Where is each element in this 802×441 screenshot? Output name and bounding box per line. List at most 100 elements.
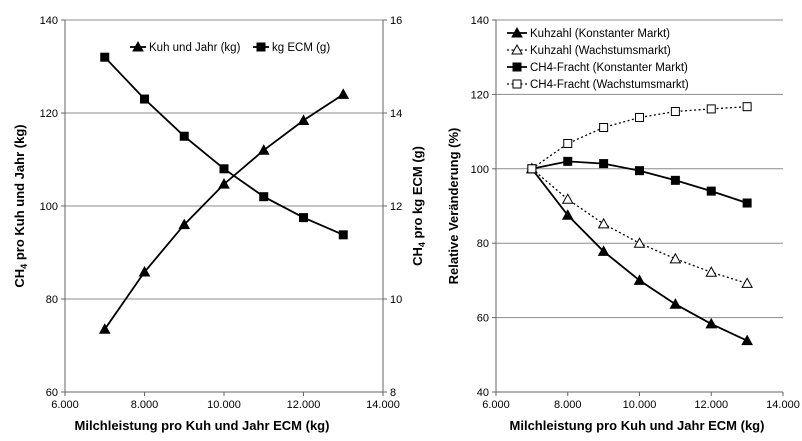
data-point — [741, 334, 753, 346]
left-y-axis-label: CH4 pro Kuh und Jahr (kg) — [12, 124, 29, 287]
legend-label: Kuh und Jahr (kg) — [149, 42, 241, 54]
data-point — [100, 52, 110, 62]
chart-right: 40 60 80 100 120 140 6.000 8.000 10.000 12.000 14… — [446, 15, 800, 433]
data-point — [705, 317, 718, 329]
y-tick-label: 120 — [471, 89, 489, 101]
y-tick-label: 60 — [477, 313, 489, 325]
data-point — [597, 217, 610, 229]
left-y-ticks: 60 80 100 120 140 — [40, 15, 65, 399]
legend-marker — [132, 40, 144, 52]
x-tick-label: 12.000 — [694, 399, 728, 411]
data-point — [219, 164, 229, 174]
left-series — [98, 52, 350, 334]
data-point — [597, 245, 610, 256]
legend-label: Kuhzahl (Wachstumsmarkt) — [530, 45, 671, 57]
data-point — [669, 252, 682, 264]
data-point — [179, 131, 189, 141]
legend-marker — [512, 62, 522, 72]
data-point — [178, 218, 191, 230]
data-point — [257, 144, 270, 155]
right-axes — [495, 20, 783, 393]
left-y2-ticks: 8 10 12 14 16 — [383, 15, 402, 399]
data-point — [741, 277, 753, 288]
x-tick-label: 6.000 — [51, 399, 79, 411]
data-point — [705, 266, 718, 277]
y2-tick-label: 14 — [390, 108, 402, 120]
left-x-ticks: 6.000 8.000 10.000 12.000 14.000 — [51, 392, 400, 411]
left-x-axis-label: Milchleistung pro Kuh und Jahr ECM (kg) — [75, 418, 330, 433]
right-series — [526, 102, 753, 346]
y2-tick-label: 16 — [390, 15, 402, 27]
y-tick-label: 140 — [471, 15, 489, 27]
x-tick-label: 12.000 — [287, 399, 321, 411]
data-point — [140, 94, 149, 104]
legend-label: kg ECM (g) — [272, 42, 330, 54]
data-point — [299, 213, 308, 223]
series-line — [104, 93, 344, 330]
data-point — [706, 104, 716, 114]
legend-marker — [511, 43, 523, 55]
x-tick-label: 8.000 — [131, 399, 159, 411]
y2-tick-label: 12 — [390, 201, 402, 213]
y-tick-label: 120 — [40, 108, 58, 120]
legend-marker — [512, 79, 522, 89]
data-point — [561, 209, 574, 220]
y-tick-label: 100 — [471, 164, 489, 176]
right-x-ticks: 6.000 8.000 10.000 12.000 14.000 — [482, 392, 800, 411]
data-point — [259, 192, 269, 202]
data-point — [635, 166, 644, 176]
data-point — [742, 198, 752, 208]
legend-label: CH4-Fracht (Wachstumsmarkt) — [530, 79, 689, 91]
data-point — [138, 266, 151, 277]
right-x-axis-label: Milchleistung pro Kuh und Jahr ECM (kg) — [510, 418, 765, 433]
data-point — [670, 175, 680, 185]
left-gridlines — [65, 19, 383, 300]
left-y2-axis-label: CH4 pro kg ECM (g) — [410, 146, 427, 266]
data-point — [337, 88, 350, 99]
series-line — [104, 56, 344, 236]
data-point — [635, 112, 644, 122]
legend-marker — [256, 42, 266, 52]
data-point — [742, 102, 752, 112]
data-point — [669, 298, 682, 309]
y-tick-label: 80 — [477, 238, 489, 250]
chart-left: 60 80 100 120 140 8 10 12 14 16 6.000 8.000 10.000… — [12, 15, 427, 433]
data-point — [338, 230, 348, 240]
y2-tick-label: 10 — [390, 294, 402, 306]
y-tick-label: 140 — [40, 15, 58, 27]
data-point — [599, 123, 609, 133]
data-point — [670, 107, 680, 117]
data-point — [563, 156, 573, 166]
x-tick-label: 14.000 — [366, 399, 400, 411]
y2-tick-label: 8 — [390, 387, 396, 399]
data-point — [527, 164, 537, 174]
data-point — [633, 274, 646, 285]
y-tick-label: 60 — [46, 387, 58, 399]
y-tick-label: 100 — [40, 201, 58, 213]
right-y-ticks: 40 60 80 100 120 140 — [471, 15, 496, 399]
data-point — [633, 237, 646, 248]
left-legend: Kuh und Jahr (kg) kg ECM (g) — [130, 40, 330, 54]
data-point — [599, 159, 609, 169]
right-legend: Kuhzahl (Konstanter Markt) Kuhzahl (Wachs… — [507, 26, 689, 91]
x-tick-label: 6.000 — [482, 399, 510, 411]
x-tick-label: 8.000 — [554, 399, 582, 411]
legend-marker — [511, 26, 523, 38]
legend-label: CH4-Fracht (Konstanter Markt) — [530, 62, 688, 74]
data-point — [706, 186, 716, 196]
x-tick-label: 10.000 — [623, 399, 657, 411]
data-point — [563, 139, 573, 149]
x-tick-label: 10.000 — [207, 399, 241, 411]
series-line — [531, 168, 748, 285]
data-point — [561, 193, 574, 204]
data-point — [297, 114, 310, 125]
y-tick-label: 40 — [477, 387, 489, 399]
x-tick-label: 14.000 — [766, 399, 800, 411]
data-point — [218, 178, 230, 189]
legend-label: Kuhzahl (Konstanter Markt) — [530, 28, 670, 40]
right-y-axis-label: Relative Veränderung (%) — [446, 128, 461, 285]
data-point — [98, 323, 111, 334]
y-tick-label: 80 — [46, 294, 58, 306]
